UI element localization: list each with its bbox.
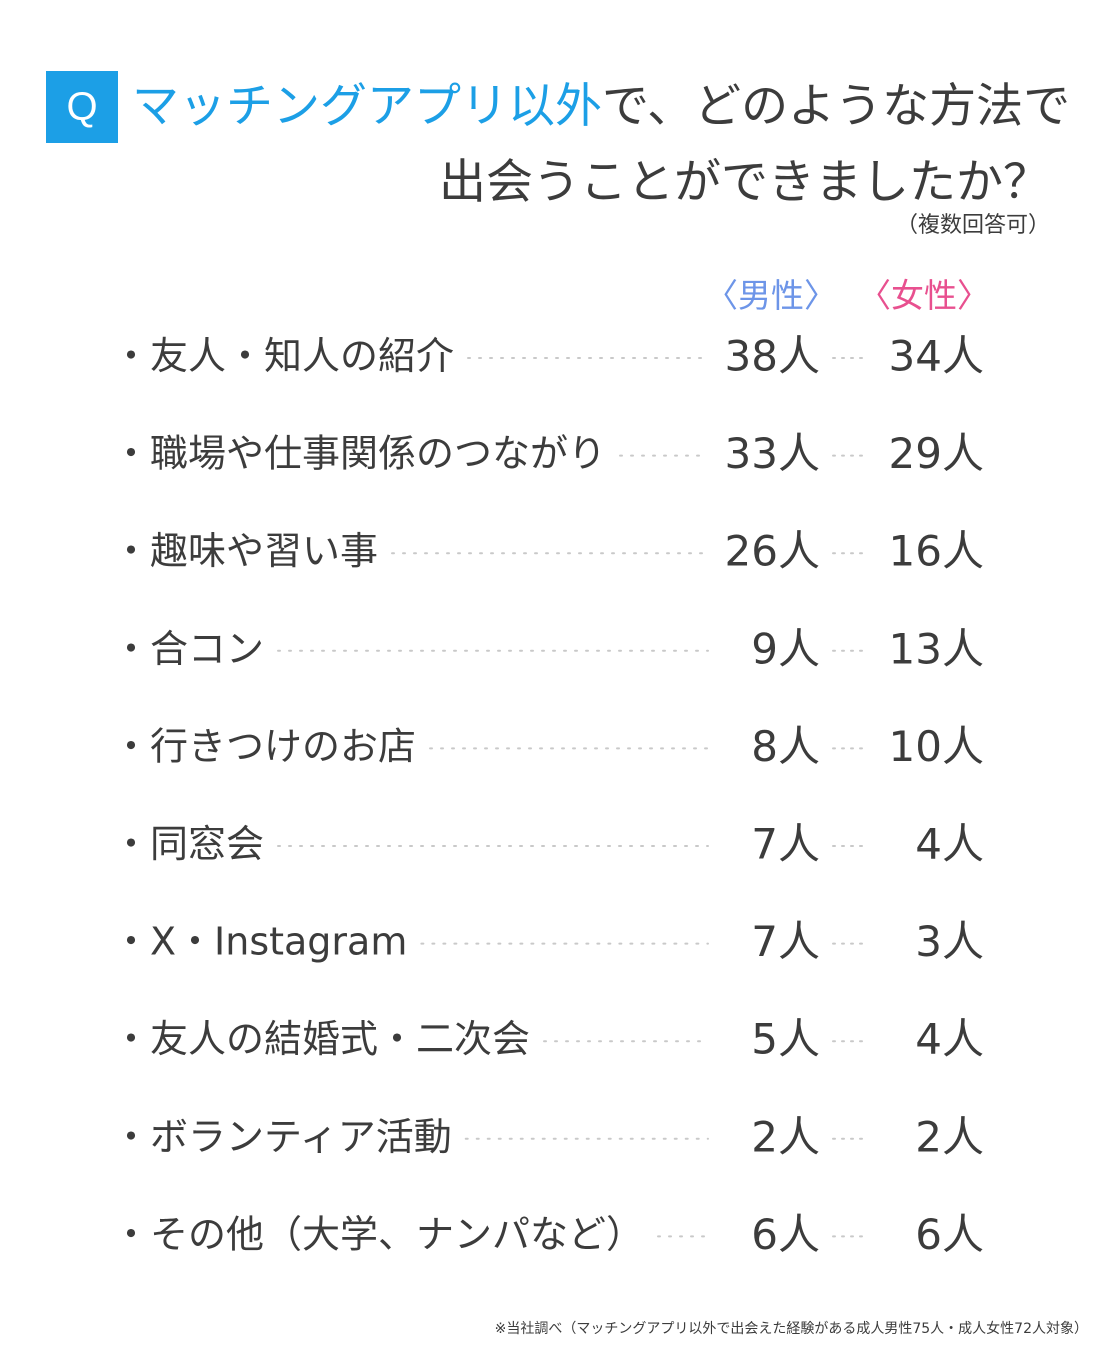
column-header-female: 〈女性〉 — [858, 276, 990, 315]
multiple-answer-note: （複数回答可） — [895, 213, 1050, 238]
question-title-line-2: 出会うことができましたか？ — [439, 155, 1050, 210]
category-label: ・行きつけのお店 — [112, 724, 416, 768]
female-count: 29人 — [889, 429, 984, 478]
female-count: 4人 — [915, 1015, 984, 1064]
male-count: 33人 — [725, 429, 820, 478]
table-row: ・職場や仕事関係のつながり 33人 29人 — [112, 429, 984, 478]
question-badge: Q — [46, 71, 118, 143]
male-count: 2人 — [751, 1112, 820, 1161]
column-header-male: 〈男性〉 — [705, 276, 837, 315]
male-count: 7人 — [751, 917, 820, 966]
female-count: 6人 — [915, 1210, 984, 1259]
male-count: 38人 — [725, 332, 820, 381]
male-count: 6人 — [751, 1210, 820, 1259]
female-count: 16人 — [889, 527, 984, 576]
female-count: 13人 — [889, 624, 984, 673]
table-row: ・趣味や習い事 26人 16人 — [112, 527, 984, 576]
male-count: 9人 — [751, 624, 820, 673]
category-label: ・趣味や習い事 — [112, 529, 378, 573]
category-label: ・同窓会 — [112, 822, 264, 866]
source-note: ※当社調べ（マッチングアプリ以外で出会えた経験がある成人男性75人・成人女性72… — [494, 1321, 1088, 1337]
category-label: ・職場や仕事関係のつながり — [112, 432, 606, 476]
table-row: ・行きつけのお店 8人 10人 — [112, 722, 984, 771]
table-row: ・その他（大学、ナンパなど） 6人 6人 — [112, 1210, 984, 1259]
table-row: ・友人・知人の紹介 38人 34人 — [112, 332, 984, 381]
category-label: ・X・Instagram — [112, 920, 407, 964]
category-label: ・合コン — [112, 627, 264, 671]
female-count: 2人 — [915, 1112, 984, 1161]
question-title-rest: で、どのような方法で — [602, 79, 1071, 134]
question-title-line-1: マッチングアプリ以外で、どのような方法で — [132, 77, 1070, 137]
category-label: ・ボランティア活動 — [112, 1115, 452, 1159]
table-row: ・合コン 9人 13人 — [112, 624, 984, 673]
table-row: ・友人の結婚式・二次会 5人 4人 — [112, 1015, 984, 1064]
female-count: 34人 — [889, 332, 984, 381]
category-label: ・友人・知人の紹介 — [112, 334, 454, 378]
category-label: ・友人の結婚式・二次会 — [112, 1017, 530, 1061]
question-title-accent: マッチングアプリ以外 — [132, 79, 602, 134]
male-count: 8人 — [751, 722, 820, 771]
table-row: ・同窓会 7人 4人 — [112, 820, 984, 869]
female-count: 3人 — [915, 917, 984, 966]
table-row: ・ボランティア活動 2人 2人 — [112, 1112, 984, 1161]
male-count: 26人 — [725, 527, 820, 576]
male-count: 7人 — [751, 820, 820, 869]
female-count: 4人 — [915, 820, 984, 869]
female-count: 10人 — [889, 722, 984, 771]
table-row: ・X・Instagram 7人 3人 — [112, 917, 984, 966]
male-count: 5人 — [751, 1015, 820, 1064]
category-label: ・その他（大学、ナンパなど） — [112, 1212, 644, 1256]
